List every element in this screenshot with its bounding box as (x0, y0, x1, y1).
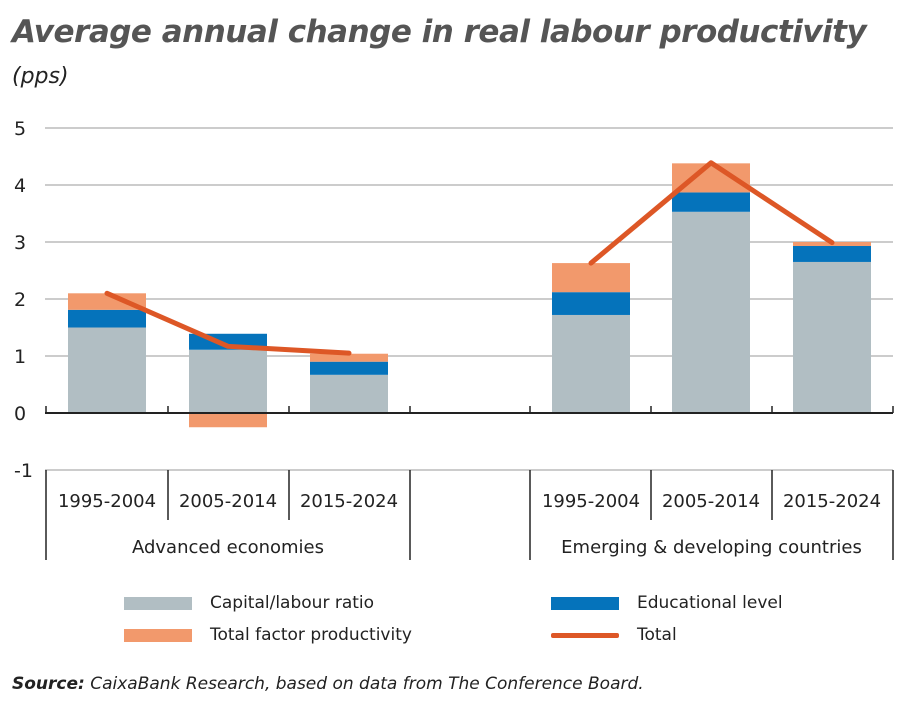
y-tick-label: 4 (14, 175, 26, 197)
source-note: Source: CaixaBank Research, based on dat… (12, 674, 644, 694)
bar-segment (552, 263, 630, 293)
bar-segment (793, 245, 871, 262)
legend-label: Educational level (637, 593, 783, 613)
legend-swatch-education (551, 596, 619, 610)
legend-item-total: Total (551, 625, 677, 645)
bar-segment (552, 292, 630, 315)
bar-segment (189, 349, 267, 413)
legend-item-capital: Capital/labour ratio (124, 593, 374, 613)
bar-segment (68, 327, 146, 413)
chart-title: Average annual change in real labour pro… (12, 14, 867, 50)
legend-label: Capital/labour ratio (210, 593, 375, 613)
bar-segment (672, 211, 750, 413)
bar-segment (310, 374, 388, 413)
bar-segment (68, 293, 146, 310)
y-tick-label: 0 (14, 403, 26, 425)
category-label: 2005-2014 (662, 491, 760, 512)
bar-segment (793, 261, 871, 413)
bar-segment (310, 353, 388, 362)
legend-label: Total (637, 625, 677, 645)
legend-swatch-total (551, 632, 619, 638)
bar-segment (189, 413, 267, 428)
bar-segment (552, 314, 630, 413)
total-line (588, 160, 835, 266)
chart-subtitle: (pps) (12, 64, 69, 89)
total-line (104, 290, 352, 356)
group-label: Emerging & developing countries (561, 537, 862, 558)
legend-label: Total factor productivity (210, 625, 412, 645)
category-label: 2015-2024 (783, 491, 881, 512)
category-label: 1995-2004 (58, 491, 156, 512)
legend-swatch-tfp (124, 628, 192, 642)
y-tick-label: -1 (14, 460, 33, 482)
category-label: 1995-2004 (542, 491, 640, 512)
category-label: 2005-2014 (179, 491, 277, 512)
source-label: Source: (12, 674, 85, 694)
y-tick-label: 2 (14, 289, 26, 311)
y-tick-label: 1 (14, 346, 26, 368)
legend-item-education: Educational level (551, 593, 783, 613)
y-tick-label: 5 (14, 118, 26, 140)
legend-swatch-capital (124, 596, 192, 610)
bar-segment (672, 192, 750, 212)
source-text: CaixaBank Research, based on data from T… (84, 674, 644, 694)
group-label: Advanced economies (132, 537, 324, 558)
category-label: 2015-2024 (300, 491, 398, 512)
bar-segment (310, 361, 388, 375)
y-tick-label: 3 (14, 232, 26, 254)
bar-segment (68, 309, 146, 328)
legend-item-tfp: Total factor productivity (124, 625, 412, 645)
